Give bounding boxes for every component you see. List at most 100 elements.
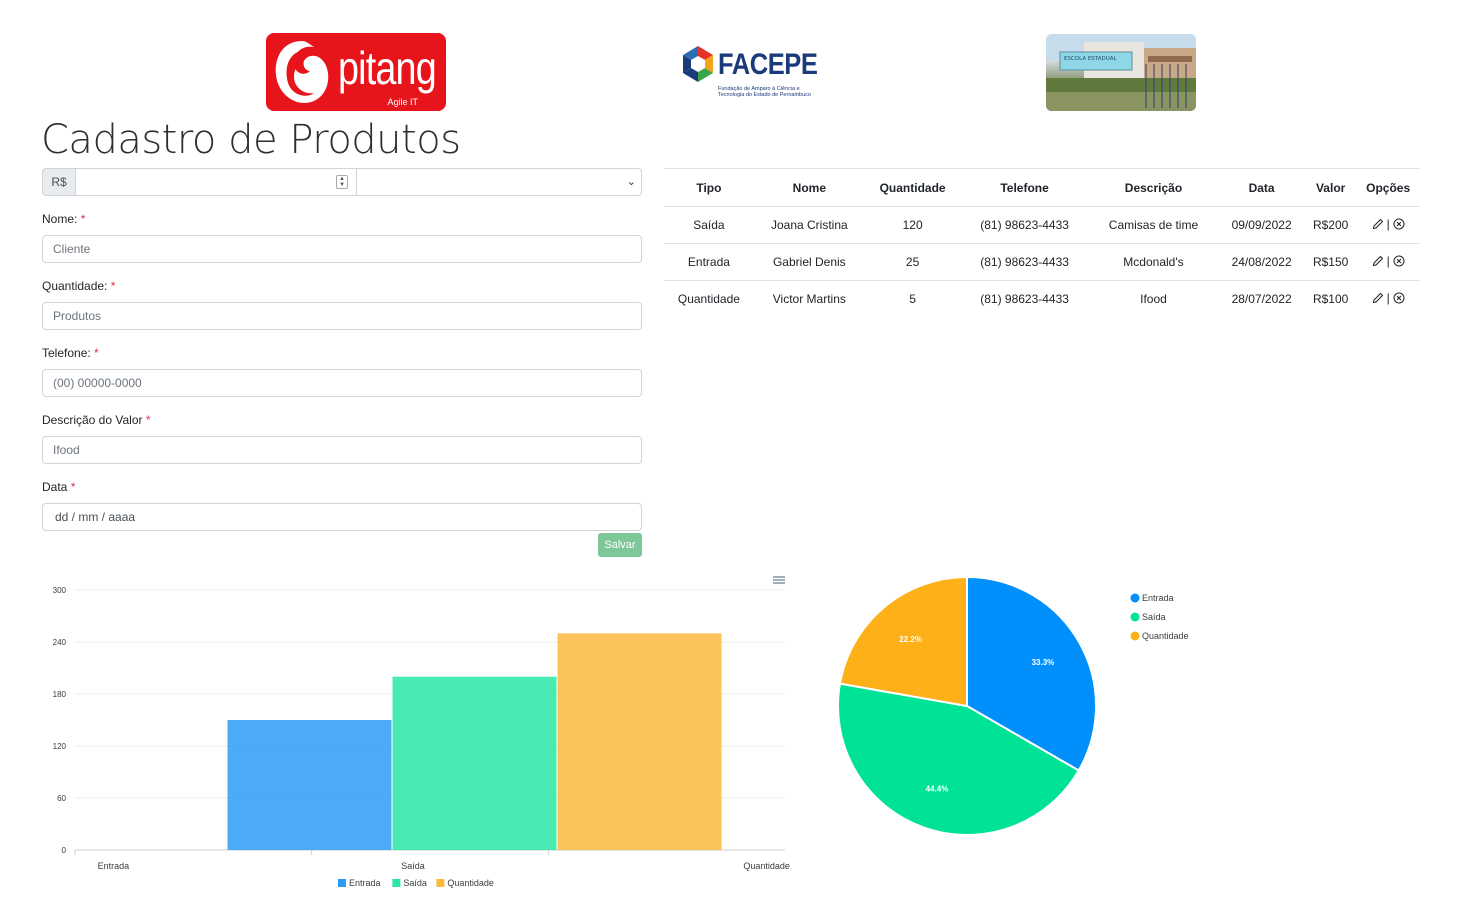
header-descricao: Descrição xyxy=(1088,168,1219,207)
legend-marker xyxy=(1130,612,1140,622)
legend-label[interactable]: Quantidade xyxy=(1142,631,1189,641)
delete-circle-x-icon[interactable] xyxy=(1393,218,1405,230)
phone-label: Telefone: * xyxy=(42,346,99,360)
cell-data: 24/08/2022 xyxy=(1218,243,1306,281)
name-input[interactable]: Cliente xyxy=(42,235,642,263)
table-row: Quantidade Victor Martins 5 (81) 98623-4… xyxy=(664,281,1420,318)
header-quantidade: Quantidade xyxy=(864,168,961,207)
pie-slice-quantidade[interactable] xyxy=(838,575,968,708)
phone-placeholder: (00) 00000-0000 xyxy=(53,376,142,390)
y-tick-label: 300 xyxy=(53,586,67,595)
legend-label[interactable]: Saída xyxy=(1142,612,1166,622)
header-tipo: Tipo xyxy=(664,168,754,207)
facepe-subtitle: Fundação de Amparo à Ciência e Tecnologi… xyxy=(718,86,811,98)
cell-tipo: Saída xyxy=(664,206,754,244)
cell-valor: R$150 xyxy=(1305,243,1357,281)
name-placeholder: Cliente xyxy=(53,242,91,256)
option-separator: | xyxy=(1386,254,1390,268)
legend-marker xyxy=(1130,631,1140,641)
x-tick-label: Quantidade xyxy=(743,861,790,871)
pie-value-label: 44.4% xyxy=(926,784,949,793)
description-label: Descrição do Valor * xyxy=(42,413,151,427)
x-tick-label: Saída xyxy=(401,861,425,871)
pie-value-label: 22.2% xyxy=(899,635,922,644)
cell-valor: R$200 xyxy=(1305,206,1357,244)
bar-chart: 0 60 120 180 240 300 Entrada Saída Quantidade E… xyxy=(53,576,790,888)
cell-descricao: Mcdonald's xyxy=(1088,243,1219,281)
date-placeholder: dd / mm / aaaa xyxy=(55,510,136,524)
value-input[interactable]: ▲ ▼ xyxy=(75,168,357,196)
pie-slice-entrada[interactable] xyxy=(966,575,1097,772)
value-input-group: R$ ▲ ▼ ⌄ xyxy=(42,168,642,196)
school-sign-text: ESCOLA ESTADUAL xyxy=(1064,56,1118,62)
pitang-logo: pitang Agile IT xyxy=(266,33,446,111)
cell-quantidade: 25 xyxy=(864,243,961,281)
description-input[interactable]: Ifood xyxy=(42,436,642,464)
facepe-wordmark: FACEPE xyxy=(718,48,818,81)
table-row: Entrada Gabriel Denis 25 (81) 98623-4433… xyxy=(664,243,1420,281)
chevron-down-icon: ⌄ xyxy=(626,176,636,188)
legend-marker xyxy=(392,879,401,887)
products-table: Tipo Nome Quantidade Telefone Descrição … xyxy=(664,168,1420,318)
phone-input[interactable]: (00) 00000-0000 xyxy=(42,369,642,397)
cell-quantidade: 120 xyxy=(864,206,961,244)
date-label: Data * xyxy=(42,480,76,494)
bar-entrada[interactable] xyxy=(227,720,392,850)
pie-chart: 33.3% 44.4% 22.2% Entrada Saída Quantidade xyxy=(837,575,1189,836)
save-button[interactable]: Salvar xyxy=(598,533,642,557)
option-separator: | xyxy=(1386,291,1390,306)
y-tick-label: 120 xyxy=(53,742,67,751)
product-form: R$ ▲ ▼ ⌄ Nome: * Cliente Quantidade: * Pr… xyxy=(42,168,642,557)
legend-label[interactable]: Quantidade xyxy=(447,878,494,888)
cell-telefone: (81) 98623-4433 xyxy=(960,206,1089,244)
cell-quantidade: 5 xyxy=(909,292,916,307)
cell-nome: Joana Cristina xyxy=(753,206,865,244)
cell-nome: Victor Martins xyxy=(772,292,846,307)
chart-menu-icon[interactable] xyxy=(773,576,785,584)
legend-marker xyxy=(1130,593,1140,603)
cell-descricao: Camisas de time xyxy=(1088,206,1219,244)
y-tick-label: 240 xyxy=(53,638,67,647)
pie-value-label: 33.3% xyxy=(1032,658,1055,667)
description-placeholder: Ifood xyxy=(53,443,80,457)
legend-label[interactable]: Entrada xyxy=(349,878,381,888)
cell-opcoes: | xyxy=(1356,243,1420,281)
legend-label[interactable]: Entrada xyxy=(1142,593,1174,603)
y-tick-label: 0 xyxy=(62,846,67,855)
pencil-icon[interactable] xyxy=(1372,255,1384,267)
cell-descricao: Ifood xyxy=(1140,292,1167,307)
quantity-placeholder: Produtos xyxy=(53,309,102,323)
cell-data: 09/09/2022 xyxy=(1218,206,1306,244)
name-label: Nome: * xyxy=(42,212,86,226)
pitang-mark-icon xyxy=(275,41,329,103)
bar-quantidade[interactable] xyxy=(557,633,722,850)
page-title: Cadastro de Produtos xyxy=(41,117,461,163)
pitang-wordmark: pitang xyxy=(338,42,437,94)
cell-opcoes: | xyxy=(1356,281,1420,318)
header-data: Data xyxy=(1218,168,1306,207)
delete-circle-x-icon[interactable] xyxy=(1393,292,1405,304)
quantity-label: Quantidade: * xyxy=(42,279,116,293)
pie-slice-saída[interactable] xyxy=(837,682,1081,836)
header-nome: Nome xyxy=(753,168,865,207)
pitang-subtitle: Agile IT xyxy=(387,97,418,107)
table-row: Saída Joana Cristina 120 (81) 98623-4433… xyxy=(664,206,1420,244)
legend-label[interactable]: Saída xyxy=(403,878,427,888)
school-photo: ESCOLA ESTADUAL xyxy=(1046,34,1196,111)
option-separator: | xyxy=(1386,217,1390,231)
cell-tipo: Quantidade xyxy=(677,292,740,307)
pencil-icon[interactable] xyxy=(1372,218,1384,230)
number-spinner-icon[interactable]: ▲ ▼ xyxy=(336,175,348,189)
type-select[interactable]: ⌄ xyxy=(357,168,642,196)
quantity-input[interactable]: Produtos xyxy=(42,302,642,330)
y-tick-label: 180 xyxy=(53,690,67,699)
delete-circle-x-icon[interactable] xyxy=(1393,255,1405,267)
date-input[interactable]: dd / mm / aaaa xyxy=(42,503,642,531)
facepe-logo: FACEPE Fundação de Amparo à Ciência e Te… xyxy=(680,44,818,100)
header-opcoes: Opções xyxy=(1356,168,1420,207)
facepe-hexagon-icon xyxy=(683,46,713,82)
bar-saída[interactable] xyxy=(392,676,557,850)
cell-telefone: (81) 98623-4433 xyxy=(960,243,1089,281)
pencil-icon[interactable] xyxy=(1372,292,1384,304)
cell-valor: R$100 xyxy=(1312,292,1349,307)
